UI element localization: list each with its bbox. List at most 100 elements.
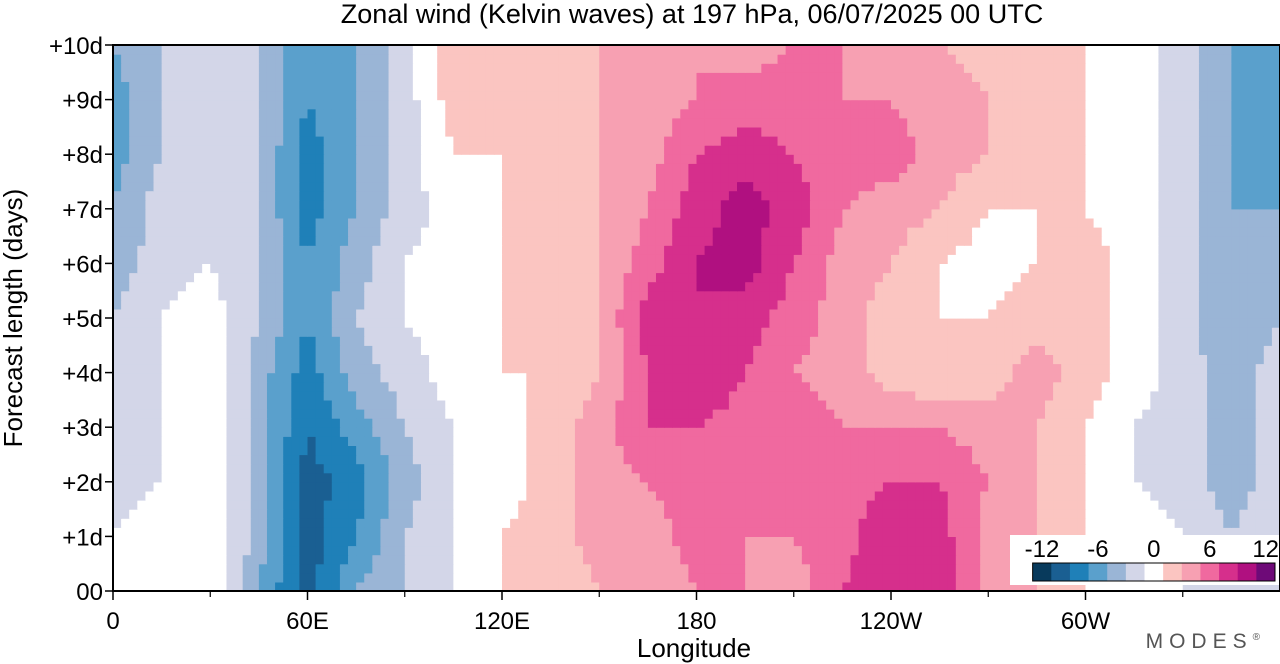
field-cell: [1101, 363, 1111, 374]
field-cell: [745, 363, 754, 374]
field-cell: [210, 318, 219, 328]
field-cell: [1085, 445, 1095, 456]
field-cell: [1150, 518, 1160, 528]
field-cell: [1142, 445, 1151, 456]
field-cell: [461, 281, 471, 292]
field-cell: [583, 327, 592, 337]
field-cell: [420, 436, 430, 446]
field-cell: [834, 472, 843, 483]
field-cell: [356, 399, 365, 410]
field-cell: [988, 463, 997, 474]
field-cell: [574, 427, 584, 437]
field-cell: [720, 500, 730, 510]
field-cell: [801, 299, 811, 310]
field-cell: [194, 363, 203, 374]
field-cell: [202, 490, 211, 501]
field-cell: [242, 563, 252, 574]
field-cell: [1117, 299, 1127, 310]
field-cell: [202, 509, 211, 519]
field-cell: [1182, 500, 1192, 510]
field-cell: [850, 572, 860, 583]
field-cell: [1150, 472, 1160, 483]
field-cell: [1044, 281, 1054, 292]
field-cell: [1174, 409, 1184, 419]
field-cell: [404, 445, 414, 456]
field-cell: [1077, 527, 1087, 537]
field-cell: [250, 536, 260, 547]
field-cell: [307, 509, 317, 519]
field-cell: [242, 354, 252, 365]
field-cell: [299, 581, 309, 591]
field-cell: [1150, 354, 1160, 365]
field-cell: [210, 454, 219, 465]
field-cell: [493, 281, 503, 292]
field-cell: [348, 318, 357, 328]
field-cell: [753, 581, 762, 591]
field-cell: [177, 518, 187, 528]
field-cell: [1061, 281, 1070, 292]
field-cell: [1085, 454, 1095, 465]
field-cell: [1069, 299, 1078, 310]
field-cell: [720, 363, 730, 374]
field-cell: [558, 500, 568, 510]
field-cell: [339, 454, 349, 465]
field-cell: [299, 463, 309, 474]
field-cell: [242, 363, 252, 374]
field-cell: [185, 418, 195, 428]
field-cell: [899, 554, 908, 565]
field-cell: [712, 445, 722, 456]
field-cell: [323, 308, 333, 319]
field-cell: [655, 299, 665, 310]
field-cell: [242, 427, 252, 437]
field-cell: [607, 427, 617, 437]
field-cell: [907, 290, 916, 301]
field-cell: [218, 445, 228, 456]
field-cell: [963, 463, 973, 474]
field-cell: [647, 472, 657, 483]
field-cell: [696, 372, 706, 383]
field-cell: [1053, 454, 1062, 465]
field-cell: [1207, 490, 1216, 501]
field-cell: [372, 281, 382, 292]
field-cell: [461, 481, 471, 492]
field-cell: [777, 327, 787, 337]
field-cell: [291, 527, 300, 537]
field-cell: [1215, 436, 1224, 446]
field-cell: [380, 427, 390, 437]
field-cell: [639, 545, 649, 556]
field-cell: [356, 418, 365, 428]
field-cell: [550, 500, 560, 510]
field-cell: [1020, 381, 1030, 392]
field-cell: [137, 354, 147, 365]
field-cell: [1198, 518, 1208, 528]
field-cell: [655, 518, 665, 528]
field-cell: [339, 308, 349, 319]
field-cell: [728, 327, 738, 337]
field-cell: [591, 299, 600, 310]
field-cell: [518, 509, 527, 519]
field-cell: [534, 563, 544, 574]
field-cell: [258, 509, 268, 519]
field-cell: [169, 308, 179, 319]
field-cell: [266, 481, 276, 492]
field-cell: [623, 327, 633, 337]
field-cell: [931, 290, 941, 301]
field-cell: [655, 336, 665, 346]
field-cell: [1069, 281, 1078, 292]
field-cell: [1142, 318, 1151, 328]
field-cell: [988, 427, 997, 437]
field-cell: [250, 490, 260, 501]
field-cell: [809, 463, 819, 474]
field-cell: [647, 445, 657, 456]
field-cell: [842, 381, 852, 392]
field-cell: [502, 336, 511, 346]
field-cell: [1028, 509, 1038, 519]
field-cell: [299, 454, 309, 465]
field-cell: [1044, 399, 1054, 410]
field-cell: [599, 327, 608, 337]
field-cell: [161, 463, 171, 474]
field-cell: [526, 500, 536, 510]
field-cell: [704, 336, 714, 346]
field-cell: [356, 372, 365, 383]
field-cell: [550, 354, 560, 365]
